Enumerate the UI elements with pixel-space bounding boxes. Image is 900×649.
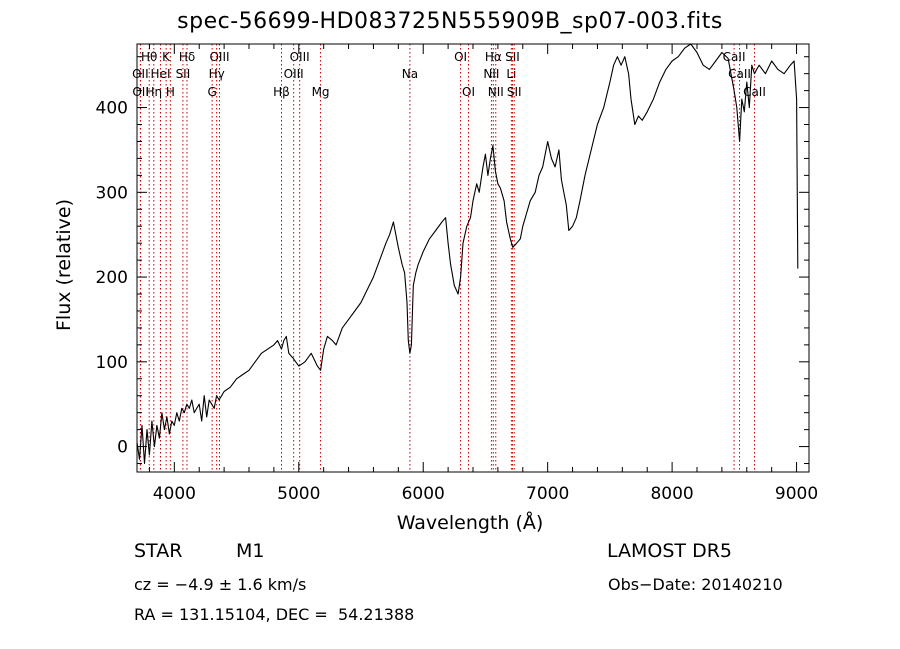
x-tick-label: 4000 <box>153 484 196 504</box>
y-tick-label: 200 <box>96 268 128 288</box>
y-tick-label: 300 <box>96 183 128 203</box>
spectral-line-label: OIII <box>209 50 229 64</box>
x-tick-label: 6000 <box>402 484 445 504</box>
spectral-line-label: Hγ <box>209 67 225 81</box>
plot-frame <box>136 43 810 473</box>
y-tick-label: 100 <box>96 353 128 373</box>
survey-name: LAMOST DR5 <box>607 540 732 562</box>
spectral-line-label: SII <box>505 50 520 64</box>
spectral-line-label: NII <box>488 85 504 99</box>
spectral-lines-layer: HθKHδOIIIOIIIOIHαSIICaIIOIIHeISIIHγOIIIN… <box>132 44 766 472</box>
x-tick-label: 9000 <box>775 484 818 504</box>
spectral-line-label: Hδ <box>179 50 195 64</box>
spectral-line-label: G <box>208 85 217 99</box>
spectral-line-label: Hα <box>485 50 502 64</box>
spectral-line-label: H <box>166 85 175 99</box>
x-tick-label: 8000 <box>650 484 693 504</box>
spectral-line-label: CaII <box>728 67 751 81</box>
spectral-line-label: K <box>162 50 171 64</box>
x-tick-label: 5000 <box>277 484 320 504</box>
observation-date: Obs−Date: 20140210 <box>608 575 783 594</box>
spectral-line-label: HeI <box>151 67 171 81</box>
x-tick-label: 7000 <box>526 484 569 504</box>
spectral-line-label: Hθ <box>141 50 157 64</box>
spectral-line-label: OIII <box>290 50 310 64</box>
spectral-line-label: SII <box>507 85 522 99</box>
coordinates-readout: RA = 131.15104, DEC = 54.21388 <box>134 605 415 624</box>
redshift-readout: cz = −4.9 ± 1.6 km/s <box>134 575 307 594</box>
spectral-line-label: SII <box>176 67 191 81</box>
y-tick-label: 0 <box>117 438 128 458</box>
spectral-line-label: OII <box>132 85 149 99</box>
spectral-line-label: OI <box>462 85 475 99</box>
x-axis-label: Wavelength (Å) <box>397 511 544 534</box>
spectral-line-label: NII <box>483 67 499 81</box>
spectral-line-label: Hη <box>145 85 162 99</box>
chart-title: spec-56699-HD083725N555909B_sp07-003.fit… <box>177 9 723 34</box>
spectrum-line <box>136 43 799 465</box>
object-class: STAR <box>134 540 183 562</box>
spectral-line-label: Hβ <box>273 85 290 99</box>
spectral-line-label: OI <box>454 50 467 64</box>
spectral-line-label: Na <box>402 67 418 81</box>
spectral-line-label: Mg <box>312 85 330 99</box>
y-axis-label: Flux (relative) <box>53 199 75 331</box>
spectral-line-label: CaII <box>743 85 766 99</box>
spectral-line-label: Li <box>506 67 516 81</box>
y-tick-label: 400 <box>96 99 128 119</box>
axes-layer: 4000 5000 6000 7000 8000 9000 0 100 200 300 400 <box>96 44 818 504</box>
object-subclass: M1 <box>236 540 265 562</box>
spectral-line-label: OIII <box>284 67 304 81</box>
data-layer <box>136 43 799 465</box>
